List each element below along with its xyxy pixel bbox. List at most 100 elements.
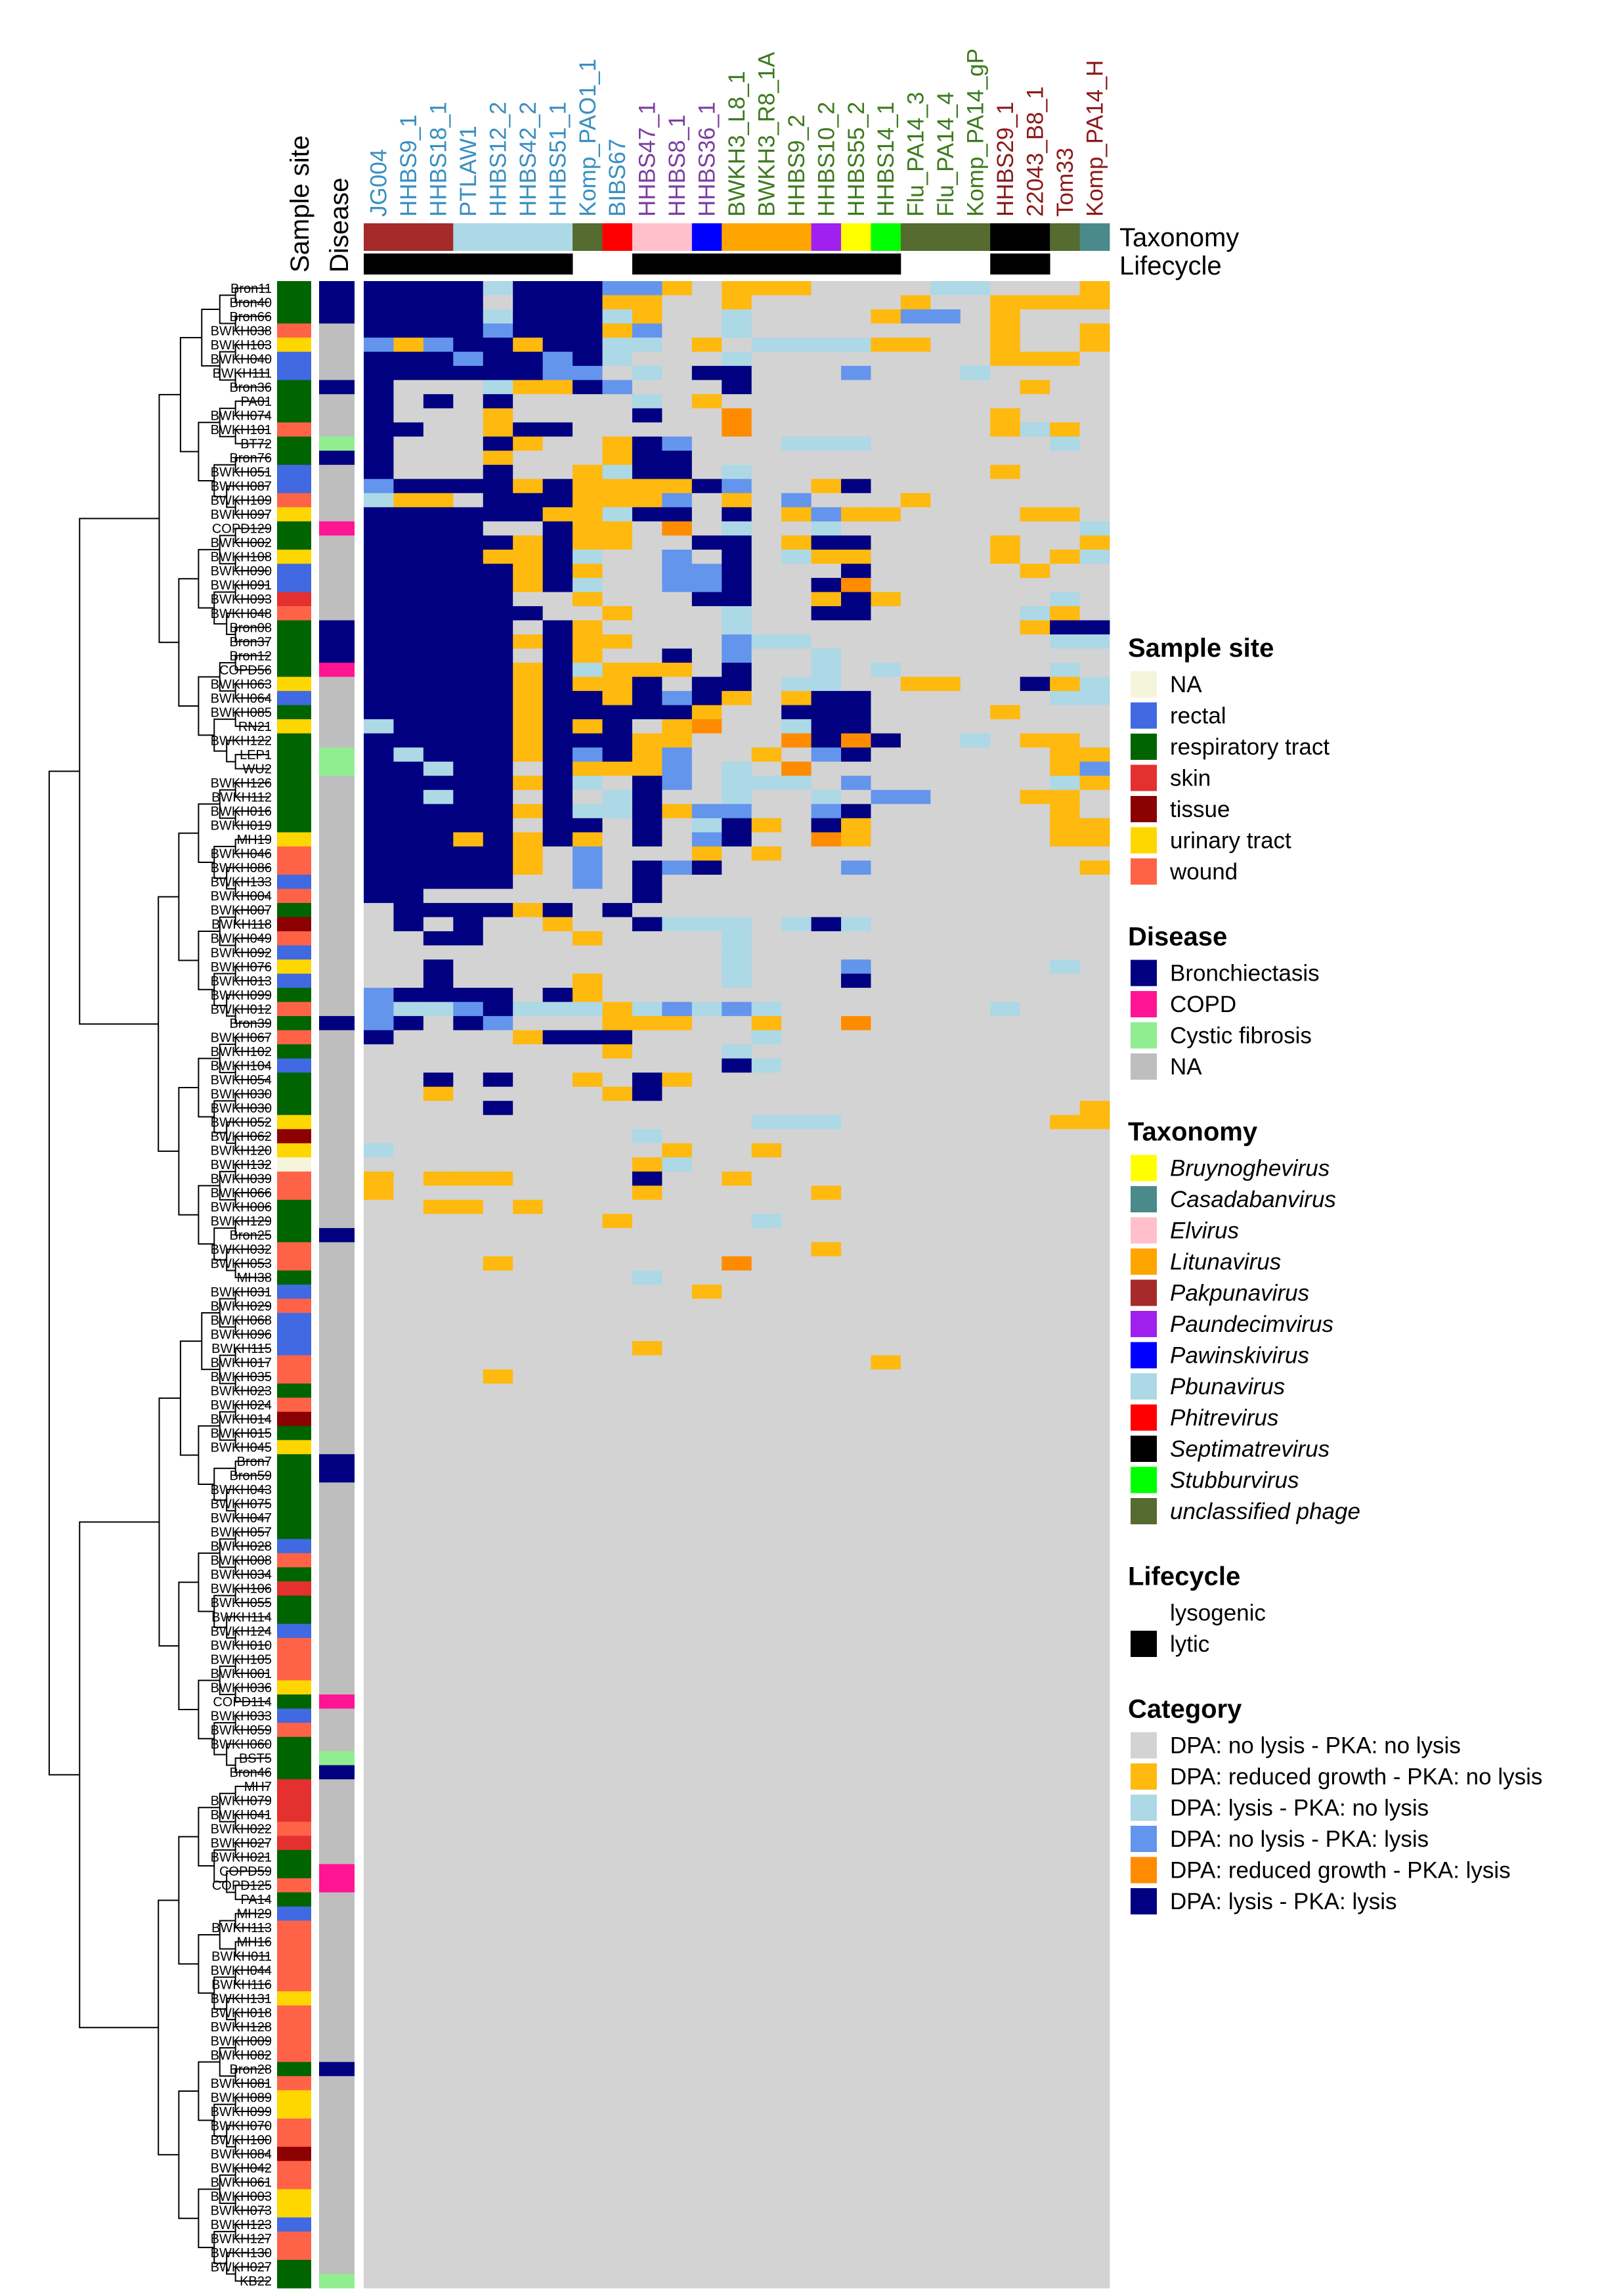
- heatmap-cell: [602, 563, 633, 579]
- heatmap-cell: [662, 1892, 693, 1907]
- heatmap-cell: [900, 1553, 931, 1568]
- heatmap-cell: [573, 1185, 603, 1201]
- heatmap-cell: [602, 860, 633, 875]
- heatmap-cell: [751, 2132, 782, 2148]
- heatmap-cell: [781, 1101, 812, 1116]
- dendrogram-branch: [158, 1899, 179, 2155]
- heatmap-cell: [1079, 1227, 1110, 1243]
- heatmap-cell: [423, 606, 454, 621]
- heatmap-cell: [483, 1313, 513, 1327]
- heatmap-cell: [781, 1214, 812, 1229]
- heatmap-cell: [513, 2161, 544, 2176]
- column-label: HHBS9_1: [396, 114, 422, 217]
- heatmap-cell: [393, 2175, 424, 2190]
- heatmap-cell: [364, 1496, 394, 1511]
- heatmap-cell: [393, 1185, 424, 1201]
- heatmap-cell: [632, 451, 662, 466]
- heatmap-cell: [1020, 691, 1050, 706]
- heatmap-cell: [662, 648, 693, 663]
- heatmap-cell: [990, 1694, 1021, 1710]
- heatmap-cell: [573, 945, 603, 960]
- heatmap-cell: [1079, 1623, 1110, 1639]
- heatmap-cell: [1079, 889, 1110, 904]
- heatmap-cell: [722, 2274, 752, 2289]
- heatmap-cell: [960, 1906, 991, 1921]
- heatmap-cell: [513, 1723, 544, 1738]
- heatmap-cell: [573, 2259, 603, 2274]
- heatmap-cell: [1020, 2161, 1050, 2176]
- heatmap-cell: [781, 1496, 812, 1511]
- heatmap-cell: [423, 1723, 454, 1738]
- heatmap-cell: [781, 2005, 812, 2020]
- heatmap-cell: [841, 1765, 871, 1780]
- heatmap-cell: [781, 1963, 812, 1977]
- heatmap-cell: [751, 747, 782, 762]
- heatmap-cell: [1020, 2118, 1050, 2133]
- heatmap-cell: [1020, 2175, 1050, 2190]
- heatmap-cell: [722, 832, 752, 847]
- taxonomy-cell: [632, 223, 662, 251]
- heatmap-cell: [423, 1779, 454, 1794]
- heatmap-cell: [691, 1086, 722, 1101]
- heatmap-cell: [632, 309, 662, 324]
- heatmap-cell: [483, 860, 513, 875]
- heatmap-cell: [990, 804, 1021, 819]
- heatmap-cell: [900, 676, 931, 692]
- heatmap-cell: [1050, 2161, 1080, 2176]
- heatmap-cell: [542, 1524, 573, 1539]
- heatmap-cell: [841, 1058, 871, 1073]
- heatmap-cell: [573, 1864, 603, 1879]
- heatmap-cell: [364, 1581, 394, 1596]
- heatmap-cell: [364, 832, 394, 847]
- heatmap-cell: [960, 1171, 991, 1186]
- heatmap-cell: [900, 1511, 931, 1526]
- heatmap-cell: [632, 1270, 662, 1285]
- heatmap-cell: [393, 1227, 424, 1243]
- disease-cell: [319, 648, 355, 663]
- heatmap-cell: [1020, 2005, 1050, 2020]
- heatmap-cell: [1020, 1030, 1050, 1045]
- heatmap-cell: [841, 860, 871, 875]
- legend-label: NA: [1170, 672, 1202, 697]
- heatmap-cell: [1079, 818, 1110, 833]
- heatmap-cell: [573, 1482, 603, 1497]
- row-label: BWKH016: [211, 805, 272, 819]
- heatmap-cell: [602, 1736, 633, 1752]
- heatmap-cell: [781, 846, 812, 861]
- heatmap-cell: [513, 988, 544, 1002]
- heatmap-cell: [602, 1821, 633, 1836]
- heatmap-cell: [841, 1214, 871, 1229]
- heatmap-cell: [1020, 1411, 1050, 1426]
- heatmap-cell: [573, 1934, 603, 1949]
- heatmap-cell: [841, 1327, 871, 1342]
- heatmap-cell: [900, 733, 931, 748]
- heatmap-cell: [811, 422, 842, 437]
- heatmap-cell: [960, 1991, 991, 2006]
- heatmap-cell: [930, 2259, 961, 2274]
- dendrogram-branch: [219, 916, 236, 946]
- heatmap-cell: [960, 1652, 991, 1667]
- heatmap-cell: [841, 563, 871, 579]
- dendrogram-branch: [198, 1807, 220, 1867]
- heatmap-cell: [751, 648, 782, 663]
- heatmap-cell: [871, 1157, 901, 1172]
- heatmap-cell: [542, 2090, 573, 2105]
- heatmap-cell: [811, 2189, 842, 2204]
- heatmap-cell: [602, 1553, 633, 1568]
- sample-site-cell: [277, 351, 311, 366]
- heatmap-cell: [1079, 988, 1110, 1002]
- heatmap-cell: [900, 1058, 931, 1073]
- heatmap-cell: [364, 521, 394, 536]
- heatmap-cell: [542, 2020, 573, 2035]
- heatmap-cell: [900, 2132, 931, 2148]
- heatmap-cell: [781, 761, 812, 776]
- heatmap-cell: [1079, 1821, 1110, 1836]
- heatmap-cell: [483, 1002, 513, 1017]
- heatmap-cell: [542, 366, 573, 381]
- heatmap-cell: [483, 408, 513, 423]
- heatmap-cell: [632, 860, 662, 875]
- dendrogram-branch: [48, 770, 80, 1776]
- heatmap-cell: [542, 2048, 573, 2063]
- heatmap-cell: [811, 747, 842, 762]
- heatmap-cell: [691, 1341, 722, 1356]
